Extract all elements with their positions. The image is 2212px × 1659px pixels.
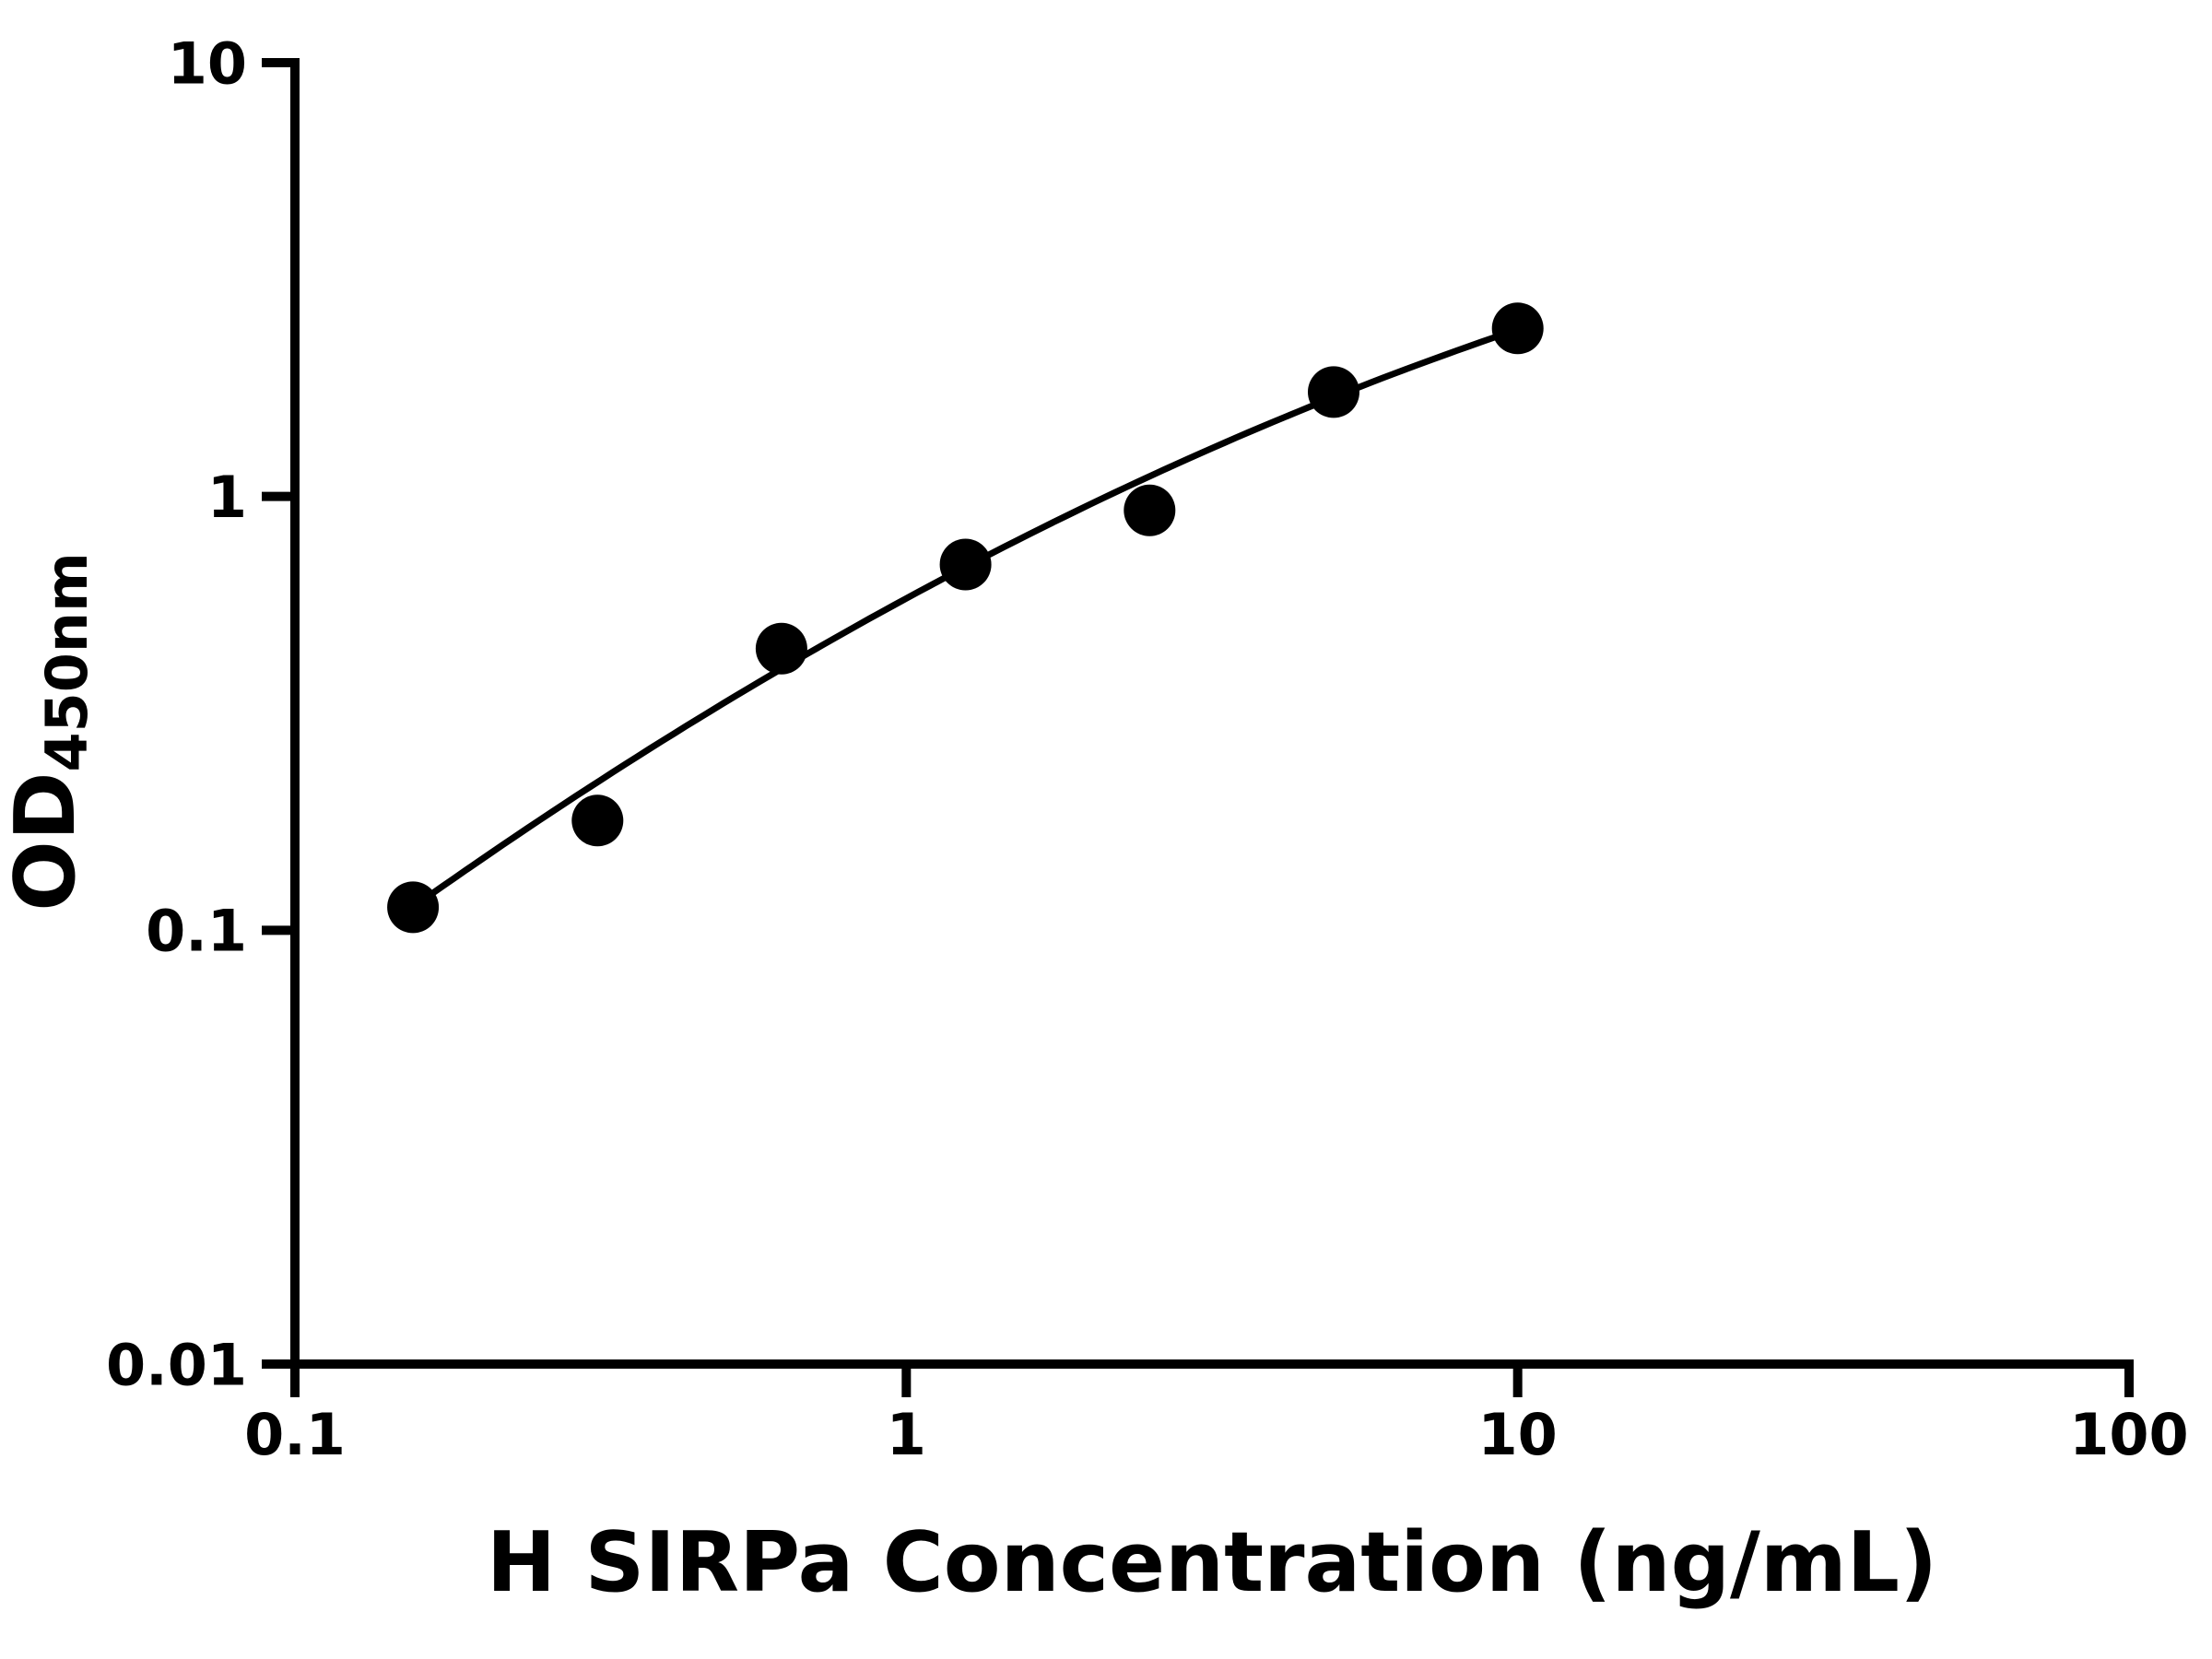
y-tick-label: 0.1 — [146, 898, 247, 965]
data-point — [1491, 302, 1544, 355]
axis-ticks — [262, 58, 2134, 1397]
data-point — [571, 794, 624, 847]
y-tick-label: 10 — [168, 29, 247, 97]
x-tick-label: 0.1 — [244, 1401, 346, 1468]
y-tick-label: 1 — [207, 464, 247, 531]
x-axis-title: H SIRPa Concentration (ng/mL) — [487, 1514, 1937, 1611]
data-point — [387, 881, 440, 934]
data-point — [939, 538, 992, 591]
y-axis-title: OD450nm — [0, 552, 100, 911]
x-tick-label: 1 — [887, 1401, 926, 1468]
data-point — [1124, 484, 1176, 536]
axis-spines — [290, 58, 2134, 1369]
plot-axes — [290, 58, 2134, 1369]
data-point — [755, 622, 807, 675]
y-tick-label: 0.01 — [106, 1331, 247, 1398]
x-tick-label: 100 — [2069, 1401, 2188, 1468]
data-point — [1308, 366, 1359, 418]
x-tick-label: 10 — [1478, 1401, 1558, 1468]
data-points — [387, 302, 1544, 934]
